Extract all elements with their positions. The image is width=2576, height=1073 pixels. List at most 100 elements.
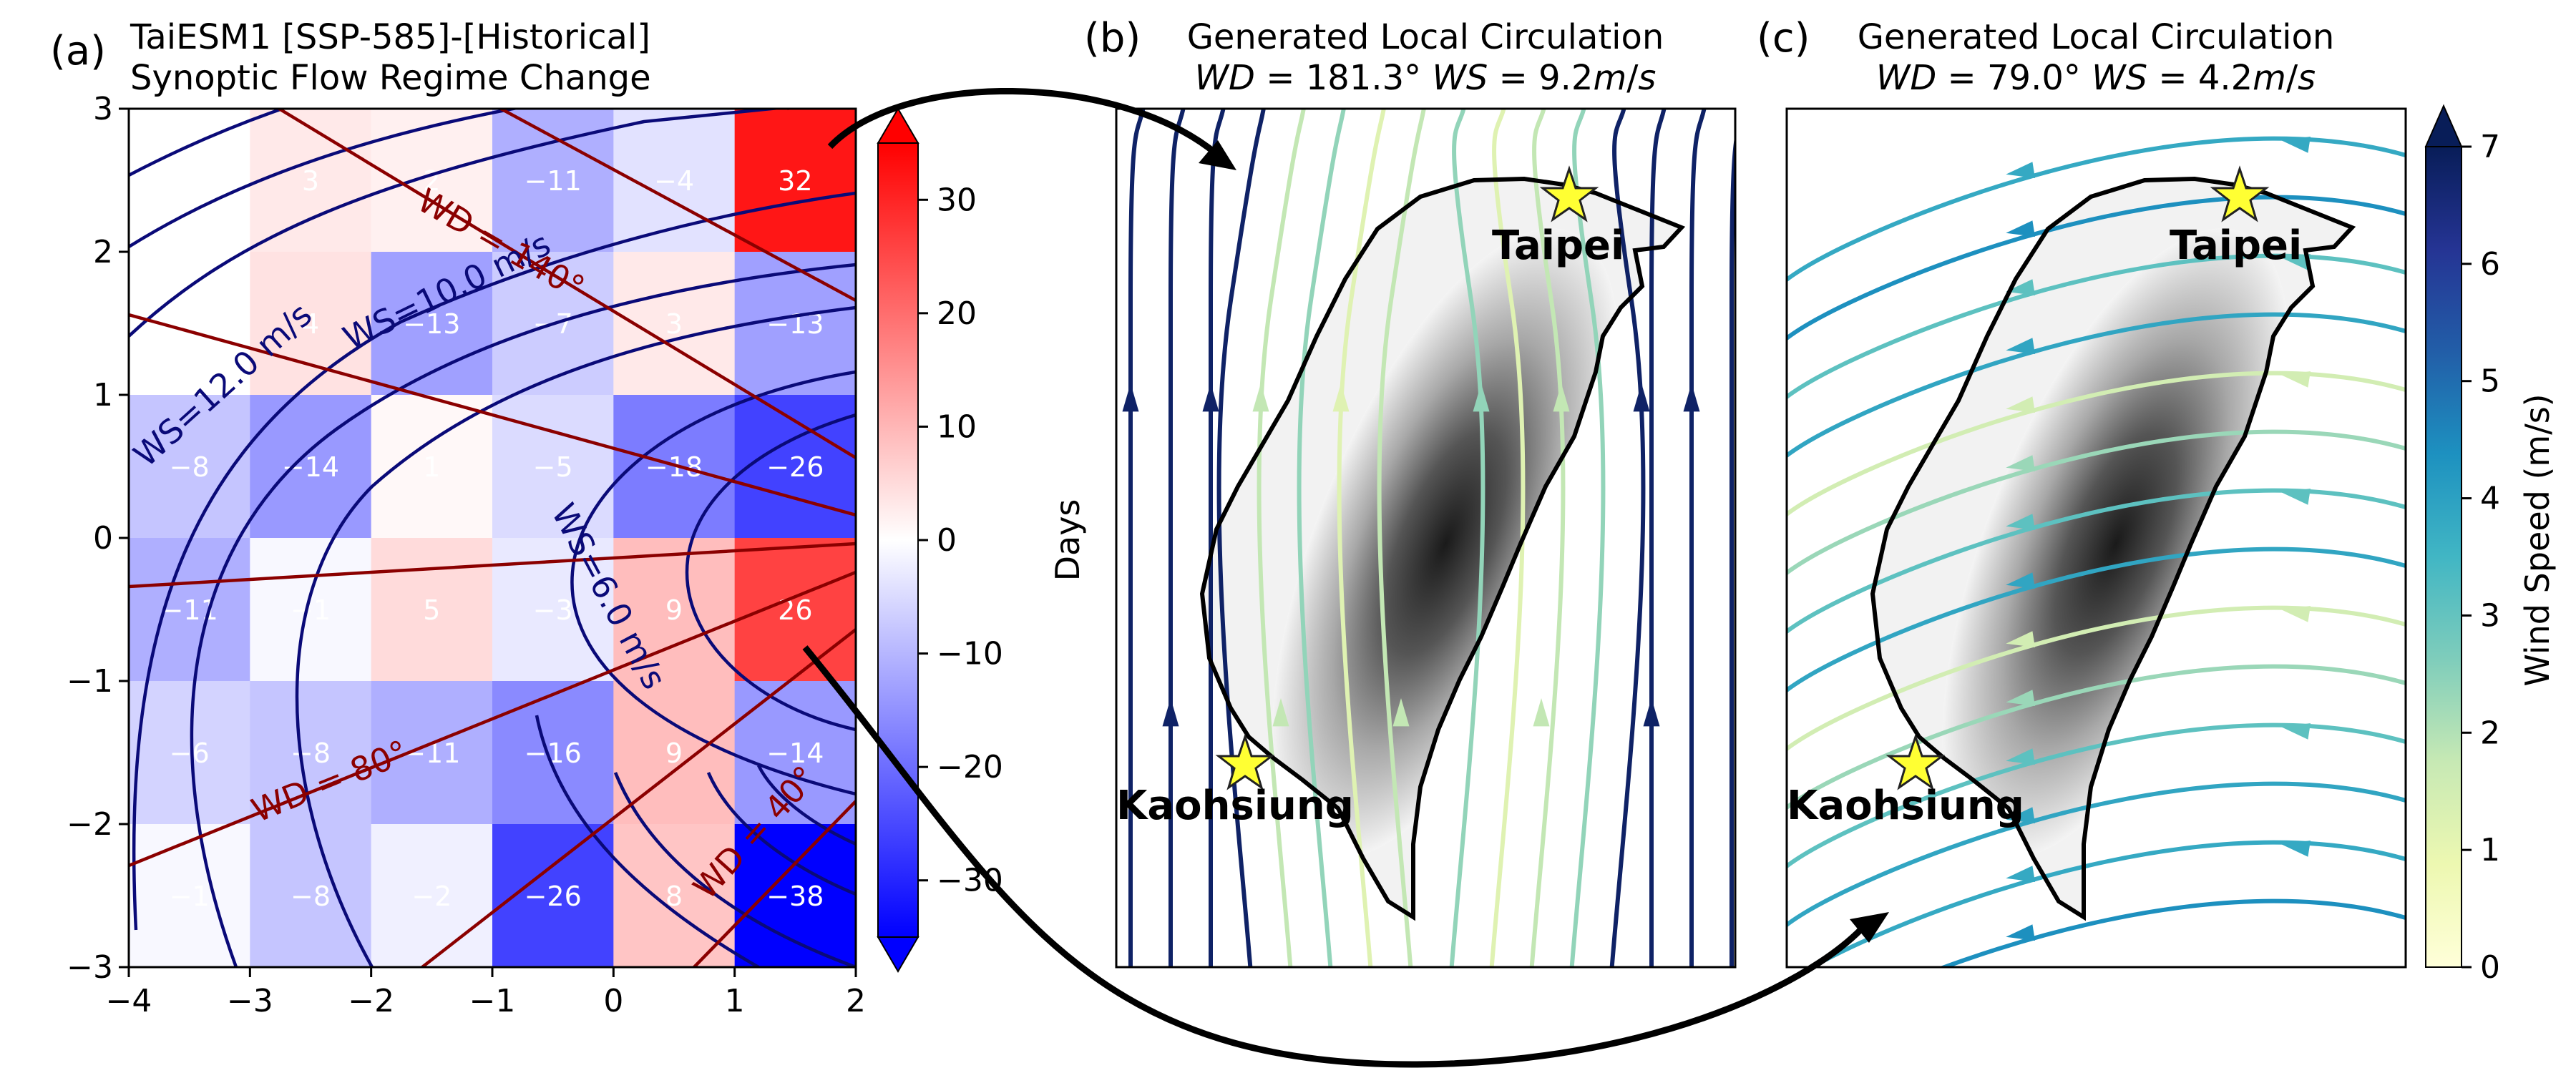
x-tick-label: −3 — [227, 983, 273, 1019]
ws-colorbar-tick-label: 1 — [2480, 832, 2500, 868]
ws-contour-line — [190, 263, 856, 967]
heatmap-cell — [129, 109, 250, 253]
heatmap-cell — [129, 252, 250, 396]
taipei-star-icon — [2210, 165, 2270, 222]
heatmap-cell-label: −14 — [766, 738, 824, 769]
streamline-arrowhead-icon — [2006, 748, 2035, 765]
panel-c-title-line2: WD = 79.0° WS = 4.2m/s — [1876, 58, 2316, 98]
streamline — [1787, 781, 2406, 928]
streamline — [1787, 722, 2406, 869]
panel-a-title-line2: Synoptic Flow Regime Change — [130, 58, 651, 98]
x-tick-label: −1 — [469, 983, 516, 1019]
panel-b-frame — [1115, 107, 1737, 969]
heatmap-cell-label: −26 — [766, 451, 824, 483]
ws-contour-line — [129, 109, 787, 338]
wd-contour-line — [499, 109, 856, 302]
connector-arrow-top — [827, 88, 1219, 157]
panel-b-title-line2: WD = 181.3° WS = 9.2m/s — [1195, 58, 1657, 98]
streamline-arrowhead-icon — [1473, 383, 1490, 412]
heatmap-cell-label: −2 — [411, 881, 452, 912]
days-colorbar-tick-label: 30 — [937, 182, 977, 218]
ws-colorbar-top-extend — [2424, 104, 2463, 147]
ws-contour-line — [706, 772, 856, 896]
streamline-arrowhead-icon — [2006, 924, 2035, 941]
ws-contour-line — [295, 305, 856, 967]
streamline — [1787, 547, 2406, 693]
streamline-arrowhead-icon — [2006, 396, 2035, 413]
panel-c-streamlines — [1787, 136, 2406, 967]
panel-c: (c) Generated Local Circulation WD = 79.… — [1757, 15, 2407, 969]
x-tick-label: 2 — [846, 983, 866, 1019]
streamline-arrowhead-icon — [2006, 572, 2035, 589]
heatmap-cell — [371, 395, 493, 539]
panel-c-ws-value: 4.2 — [2198, 58, 2253, 98]
streamline-arrowhead-icon — [1272, 698, 1289, 727]
streamline — [1649, 109, 1667, 967]
heatmap-cell-label: 32 — [778, 165, 812, 197]
streamline-arrowhead-icon — [2281, 841, 2311, 857]
streamline — [1208, 109, 1226, 967]
streamline — [1787, 136, 2406, 283]
streamline — [1489, 109, 1526, 967]
streamline-arrowhead-icon — [1332, 383, 1350, 412]
streamline-arrowhead-icon — [2281, 606, 2311, 622]
ws-contour-line — [129, 109, 522, 248]
wd-contour-line — [278, 109, 856, 459]
heatmap-cell — [250, 538, 372, 682]
heatmap-cell — [250, 681, 372, 825]
heatmap-cell-label: −5 — [533, 451, 573, 483]
wd-contour-line — [129, 570, 856, 868]
streamline-arrowhead-icon — [1122, 383, 1139, 412]
ws-colorbar-tick-label: 5 — [2480, 363, 2500, 400]
x-tick-label: 0 — [603, 983, 623, 1019]
connector-arrows — [802, 88, 1889, 1068]
panel-b-letter: (b) — [1084, 15, 1141, 62]
ws-contour-line — [570, 370, 856, 796]
days-colorbar-bottom-extend — [877, 936, 919, 973]
streamline — [1787, 488, 2406, 635]
wd-contour-line — [787, 109, 793, 111]
heatmap-cell — [371, 538, 493, 682]
connector-arrow-bottom — [802, 645, 1863, 1068]
streamline — [1337, 109, 1386, 967]
ws-colorbar-tick-label: 7 — [2480, 129, 2500, 165]
heatmap-cell-label: −4 — [654, 165, 694, 197]
wd-contour-line — [693, 800, 856, 967]
days-colorbar-tick-label: −20 — [937, 749, 1003, 785]
panel-c-title-line1: Generated Local Circulation — [1858, 17, 2335, 57]
panel-c-frame — [1785, 107, 2407, 969]
heatmap-cell-label: −18 — [645, 451, 703, 483]
taipei-star-icon — [1539, 165, 1599, 222]
x-tick-label: −2 — [348, 983, 394, 1019]
streamline — [1377, 109, 1426, 967]
kaohsiung-star-icon — [1885, 733, 1946, 790]
heatmap-cell-label: −11 — [525, 165, 582, 197]
ws-contour-line — [535, 715, 760, 967]
days-colorbar-body — [877, 142, 919, 938]
streamline-arrowhead-icon — [2281, 371, 2311, 388]
streamline — [1569, 109, 1606, 967]
streamline — [1449, 109, 1485, 967]
days-colorbar-tick-label: 0 — [937, 522, 957, 559]
streamline-arrowhead-icon — [2006, 162, 2035, 178]
y-tick-label: −1 — [67, 663, 113, 700]
panel-b-ws-value: 9.2 — [1538, 58, 1593, 98]
panel-c-coastline — [1870, 176, 2356, 921]
y-tick-label: 1 — [93, 377, 113, 413]
ws-colorbar-tick-label: 0 — [2480, 949, 2500, 986]
days-colorbar-label: Days — [1048, 499, 1087, 582]
streamline-arrowhead-icon — [2281, 137, 2311, 153]
panel-b-streamlines — [1128, 109, 1735, 967]
streamline-arrowhead-icon — [1643, 698, 1660, 727]
streamline — [1297, 109, 1346, 967]
panel-c-wd-value: 79.0 — [1987, 58, 2064, 98]
streamline-arrowhead-icon — [2281, 723, 2311, 740]
panel-b-coastline — [1199, 176, 1686, 921]
heatmap-cell — [734, 109, 857, 253]
connector-arrowhead-top-icon — [1199, 140, 1236, 170]
x-tick-label: 1 — [725, 983, 745, 1019]
streamline — [1529, 109, 1566, 967]
heatmap-cell — [129, 824, 250, 968]
heatmap-cell — [613, 538, 736, 682]
